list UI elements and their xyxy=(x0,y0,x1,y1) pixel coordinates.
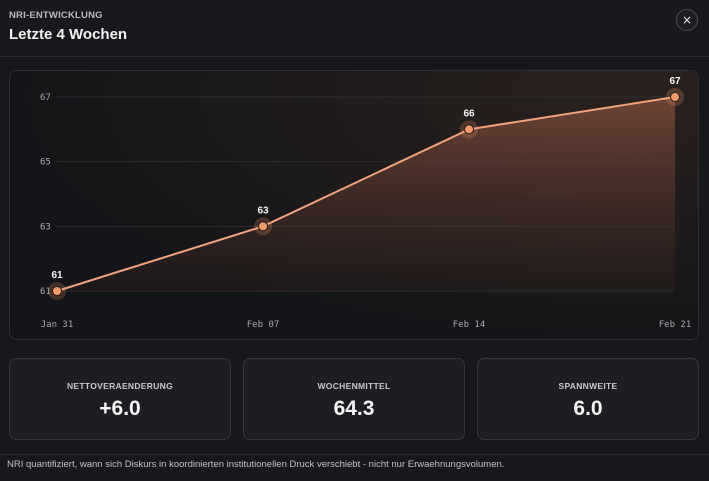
data-label: 63 xyxy=(257,205,269,216)
data-point xyxy=(52,286,62,296)
x-tick-label: Feb 07 xyxy=(247,320,280,330)
stat-label: NETTOVERAENDERUNG xyxy=(66,381,173,391)
x-tick-label: Feb 14 xyxy=(453,320,486,330)
data-point xyxy=(670,92,680,102)
footnote: NRI quantifiziert, wann sich Diskurs in … xyxy=(7,459,505,470)
stat-value: 64.3 xyxy=(333,397,375,420)
stat-value: 6.0 xyxy=(573,397,603,420)
data-point xyxy=(464,124,474,135)
y-tick-label: 65 xyxy=(40,158,51,168)
footer-divider xyxy=(0,454,709,455)
stat-card-range: SPANNWEITE 6.0 xyxy=(477,358,699,440)
chart-card: 61 63 65 67 Jan 31 Feb 07 Feb 14 Feb 21 61 63 66… xyxy=(9,70,699,340)
data-point xyxy=(258,221,268,232)
data-label: 67 xyxy=(669,76,681,87)
y-tick-label: 61 xyxy=(40,287,51,297)
stat-card-net-change: NETTOVERAENDERUNG +6.0 xyxy=(9,358,231,440)
data-label: 66 xyxy=(463,108,475,119)
series-line xyxy=(56,96,676,292)
stat-label: WOCHENMITTEL xyxy=(317,381,391,391)
modal-header: NRI-ENTWICKLUNG Letzte 4 Wochen × xyxy=(0,0,709,57)
stat-label: SPANNWEITE xyxy=(558,381,618,391)
modal-title: Letzte 4 Wochen xyxy=(9,26,128,43)
eyebrow-label: NRI-ENTWICKLUNG xyxy=(9,10,103,21)
close-button[interactable]: × xyxy=(676,9,698,31)
y-tick-label: 67 xyxy=(40,93,51,103)
stat-value: +6.0 xyxy=(99,397,141,420)
x-tick-label: Feb 21 xyxy=(659,320,692,330)
y-tick-label: 63 xyxy=(40,222,51,232)
x-tick-label: Jan 31 xyxy=(41,320,74,330)
close-icon: × xyxy=(681,13,693,27)
stat-card-weekly-mean: WOCHENMITTEL 64.3 xyxy=(243,358,465,440)
data-label: 61 xyxy=(51,270,63,281)
nri-line-chart: 61 63 65 67 Jan 31 Feb 07 Feb 14 Feb 21 61 63 66… xyxy=(10,71,698,339)
